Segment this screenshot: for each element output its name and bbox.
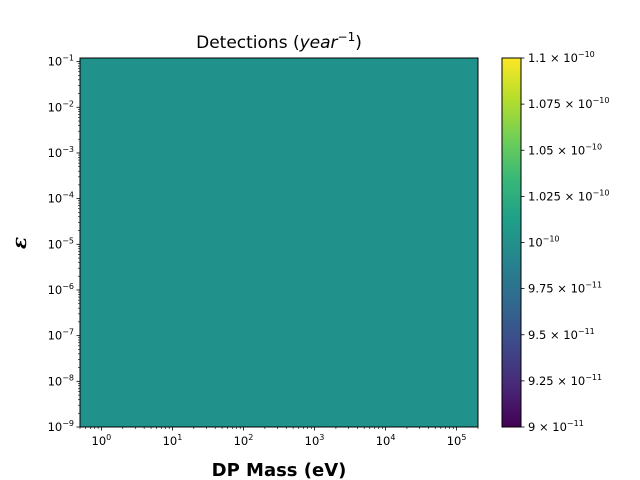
x-tick-label: 104 <box>376 433 396 448</box>
colorbar-tick-label: 9 × 10−11 <box>528 419 584 434</box>
x-tick-label: 100 <box>92 433 112 448</box>
colorbar <box>501 57 522 428</box>
y-axis: 10−9 10−8 10−7 10−6 10−5 10−4 10−3 10−2 10−1 <box>48 54 80 434</box>
y-tick-label: 10−5 <box>48 236 74 251</box>
y-tick-label: 10−1 <box>48 54 74 69</box>
y-tick-label: 10−7 <box>48 328 74 343</box>
y-tick-label: 10−6 <box>48 282 74 297</box>
x-tick-label: 105 <box>447 433 467 448</box>
colorbar-tick-label: 10−10 <box>528 235 560 250</box>
x-axis-label: DP Mass (eV) <box>212 460 347 480</box>
colorbar-tick-label: 1.1 × 10−10 <box>528 50 595 65</box>
y-tick-label: 10−9 <box>48 419 74 434</box>
x-tick-label: 102 <box>234 433 254 448</box>
y-tick-label: 10−3 <box>48 145 74 160</box>
colorbar-tick-label: 9.25 × 10−11 <box>528 373 602 388</box>
heatmap-cell <box>80 58 478 427</box>
colorbar-tick-label: 9.75 × 10−11 <box>528 281 602 296</box>
x-tick-label: 101 <box>163 433 183 448</box>
colorbar-tick-label: 1.05 × 10−10 <box>528 142 602 157</box>
x-tick-label: 103 <box>305 433 325 448</box>
x-axis: 100 101 102 103 104 105 <box>79 427 479 448</box>
y-tick-label: 10−2 <box>48 99 74 114</box>
y-tick-label: 10−8 <box>48 373 74 388</box>
y-axis-label: ε <box>7 237 31 249</box>
y-tick-label: 10−4 <box>48 191 74 206</box>
colorbar-tick-label: 9.5 × 10−11 <box>528 327 595 342</box>
plot-frame <box>79 57 479 428</box>
colorbar-tick-label: 1.025 × 10−10 <box>528 188 609 203</box>
chart-title: Detections (year−1) <box>196 30 362 53</box>
colorbar-axis: 9 × 10−11 9.25 × 10−11 9.5 × 10−11 9.75 × 1… <box>521 50 609 434</box>
colorbar-tick-label: 1.075 × 10−10 <box>528 96 609 111</box>
